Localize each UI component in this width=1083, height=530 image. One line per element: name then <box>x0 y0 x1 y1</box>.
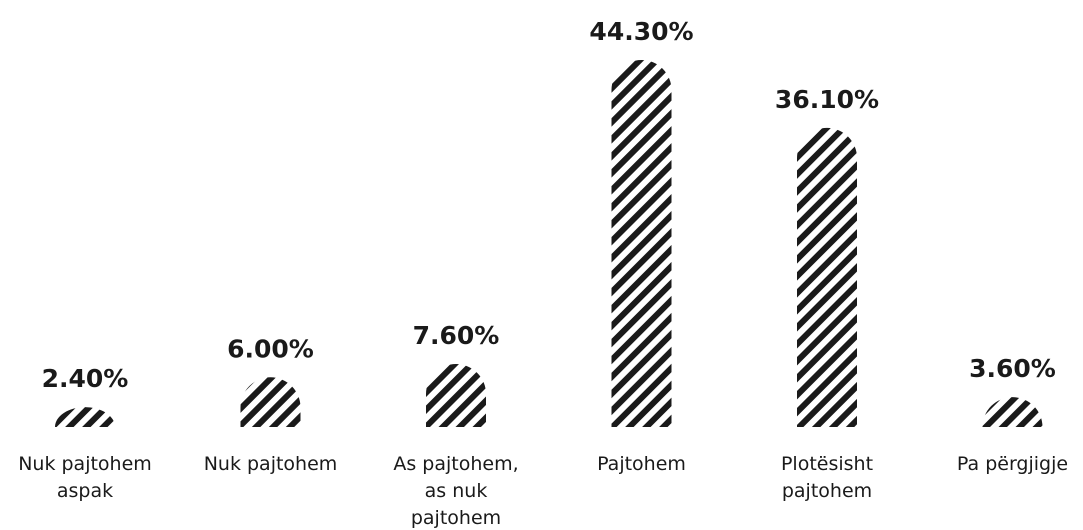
value-labels-group: 2.40% 6.00% 7.60% 44.30% 36.10% 3.60% <box>42 17 1056 393</box>
value-label: 6.00% <box>227 334 314 363</box>
category-label-line: Plotësisht <box>781 453 873 475</box>
bar <box>797 127 857 428</box>
category-labels-group: Nuk pajtohem aspak Nuk pajtohem As pajtohem… <box>18 453 1068 529</box>
bar <box>611 60 672 428</box>
category-label-line: pajtohem <box>411 507 501 529</box>
category-label: Plotësisht pajtohem <box>781 453 873 502</box>
value-label: 3.60% <box>969 354 1056 383</box>
bar <box>426 364 486 427</box>
category-label-line: Pa përgjigje <box>957 453 1068 475</box>
category-label: As pajtohem, as nuk pajtohem <box>393 453 518 529</box>
category-label: Nuk pajtohem <box>204 453 338 475</box>
category-label: Pajtohem <box>597 453 686 475</box>
value-label: 36.10% <box>775 85 879 114</box>
value-label: 44.30% <box>589 17 693 46</box>
value-label: 2.40% <box>42 364 129 393</box>
category-label-line: Nuk pajtohem <box>204 453 338 475</box>
bar <box>240 377 301 427</box>
category-label-line: As pajtohem, <box>393 453 518 475</box>
category-label-line: aspak <box>57 480 113 502</box>
bars-group <box>55 60 1043 428</box>
category-label-line: pajtohem <box>782 480 872 502</box>
category-label: Nuk pajtohem aspak <box>18 453 152 502</box>
value-label: 7.60% <box>413 321 500 350</box>
category-label-line: as nuk <box>425 480 488 502</box>
category-label: Pa përgjigje <box>957 453 1068 475</box>
bar <box>982 397 1043 427</box>
category-label-line: Nuk pajtohem <box>18 453 152 475</box>
bar <box>55 407 115 427</box>
category-label-line: Pajtohem <box>597 453 686 475</box>
